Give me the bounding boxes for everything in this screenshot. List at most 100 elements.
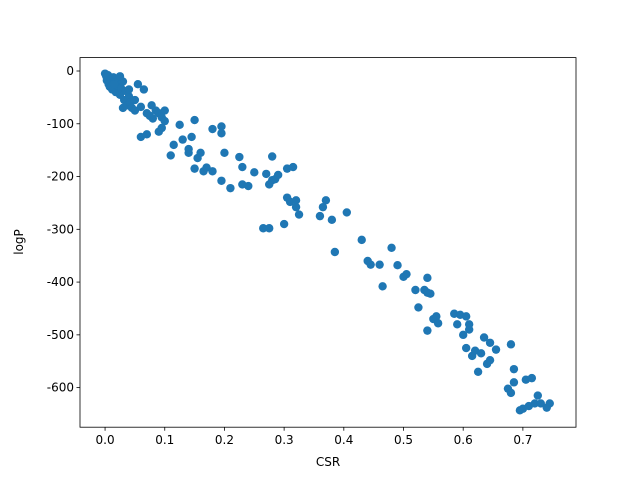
y-tick-label: -100 (47, 117, 74, 131)
point (357, 235, 366, 245)
y-axis-label: logP (12, 229, 26, 255)
x-tick-label: 0.7 (513, 433, 532, 447)
point (461, 312, 471, 321)
point (130, 95, 140, 105)
point (190, 115, 199, 125)
point (184, 148, 193, 157)
point (267, 152, 277, 161)
x-tick-label: 0.6 (454, 433, 473, 447)
point (402, 269, 411, 279)
x-axis-label: CSR (316, 455, 340, 469)
point (423, 273, 432, 283)
point (315, 211, 325, 221)
point (262, 169, 271, 179)
x-tick-label: 0.3 (275, 433, 294, 447)
point (208, 167, 217, 176)
point (506, 388, 516, 398)
point (479, 333, 489, 342)
point (527, 373, 537, 383)
point (175, 120, 184, 130)
point (273, 170, 283, 180)
point (411, 285, 420, 295)
point (491, 345, 501, 354)
x-tick-label: 0.0 (96, 433, 115, 447)
point (327, 215, 337, 225)
point (178, 135, 187, 144)
point (433, 319, 443, 328)
y-tick-label: -600 (47, 381, 74, 395)
point (124, 85, 134, 94)
point (464, 320, 474, 329)
point (148, 114, 158, 123)
point (375, 260, 384, 269)
point (250, 168, 259, 177)
point (279, 219, 289, 229)
x-tick-label: 0.5 (394, 433, 413, 447)
point (453, 320, 462, 329)
point (393, 260, 402, 270)
point (142, 130, 152, 139)
y-tick-label: -200 (47, 170, 74, 184)
y-tick-label: -500 (47, 328, 74, 342)
point (291, 196, 301, 205)
point (109, 79, 119, 89)
point (244, 181, 253, 191)
point (321, 196, 331, 205)
x-tick-label: 0.4 (334, 433, 353, 447)
point (238, 162, 247, 172)
point (208, 124, 217, 134)
point (461, 343, 471, 353)
point (169, 140, 178, 150)
point (166, 151, 175, 160)
point (157, 123, 166, 133)
point (414, 303, 423, 312)
point (220, 148, 229, 157)
point (217, 176, 226, 185)
y-tick-label: 0 (66, 64, 74, 78)
point (366, 260, 375, 269)
point (160, 116, 169, 126)
point (294, 210, 304, 219)
point (476, 349, 486, 358)
point (533, 391, 543, 400)
point (235, 152, 244, 162)
point (509, 378, 519, 387)
x-tick-label: 0.1 (155, 433, 174, 447)
point (387, 243, 396, 252)
point (226, 183, 235, 193)
point (458, 330, 468, 340)
point (259, 224, 268, 233)
point (485, 355, 495, 365)
point (139, 85, 149, 94)
point (136, 102, 146, 112)
point (187, 132, 196, 142)
y-tick-label: -300 (47, 222, 74, 236)
point (217, 122, 226, 131)
point (485, 338, 495, 347)
point (190, 164, 199, 173)
point (509, 364, 519, 374)
point (330, 247, 340, 257)
point (133, 79, 143, 89)
point (291, 202, 301, 212)
plot-frame (79, 57, 577, 428)
point (545, 399, 554, 408)
point (342, 208, 352, 217)
x-tick-label: 0.2 (215, 433, 234, 447)
point (288, 162, 298, 172)
point (432, 312, 441, 321)
point (217, 129, 226, 138)
point (378, 282, 387, 291)
point (118, 103, 128, 113)
point (426, 289, 435, 298)
point (115, 72, 125, 81)
y-tick-label: -400 (47, 275, 74, 289)
point (423, 326, 432, 335)
point (530, 399, 540, 408)
point (506, 340, 516, 349)
point (196, 148, 205, 157)
point (265, 224, 274, 233)
point (473, 367, 483, 376)
point (318, 202, 328, 212)
